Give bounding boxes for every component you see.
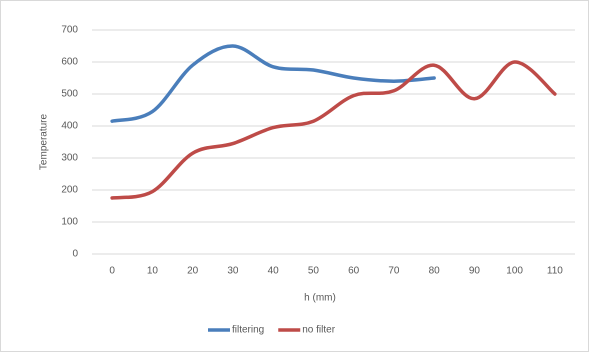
x-tick-label: 110 — [547, 266, 563, 277]
y-tick-label: 300 — [61, 153, 78, 164]
x-tick-label: 50 — [308, 266, 320, 277]
x-tick-label: 90 — [469, 266, 481, 277]
y-tick-label: 600 — [61, 57, 78, 68]
y-tick-label: 400 — [61, 121, 78, 132]
legend-label: no filter — [302, 325, 335, 336]
x-tick-label: 100 — [506, 266, 523, 277]
x-tick-label: 70 — [388, 266, 400, 277]
y-axis-label: Temperature — [39, 113, 50, 170]
y-tick-label: 0 — [72, 249, 78, 260]
x-tick-label: 30 — [227, 266, 239, 277]
legend-label: filtering — [232, 325, 264, 336]
y-tick-label: 500 — [61, 89, 78, 100]
x-tick-label: 40 — [268, 266, 280, 277]
y-tick-label: 200 — [61, 185, 78, 196]
x-tick-label: 80 — [429, 266, 441, 277]
y-tick-label: 100 — [61, 217, 78, 228]
x-tick-label: 0 — [109, 266, 115, 277]
series-line — [110, 60, 557, 200]
series-line — [110, 44, 436, 123]
y-tick-label: 700 — [61, 25, 78, 36]
x-axis-label: h (mm) — [304, 293, 336, 304]
x-tick-label: 20 — [187, 266, 199, 277]
x-tick-label: 10 — [147, 266, 159, 277]
x-tick-label: 60 — [348, 266, 360, 277]
